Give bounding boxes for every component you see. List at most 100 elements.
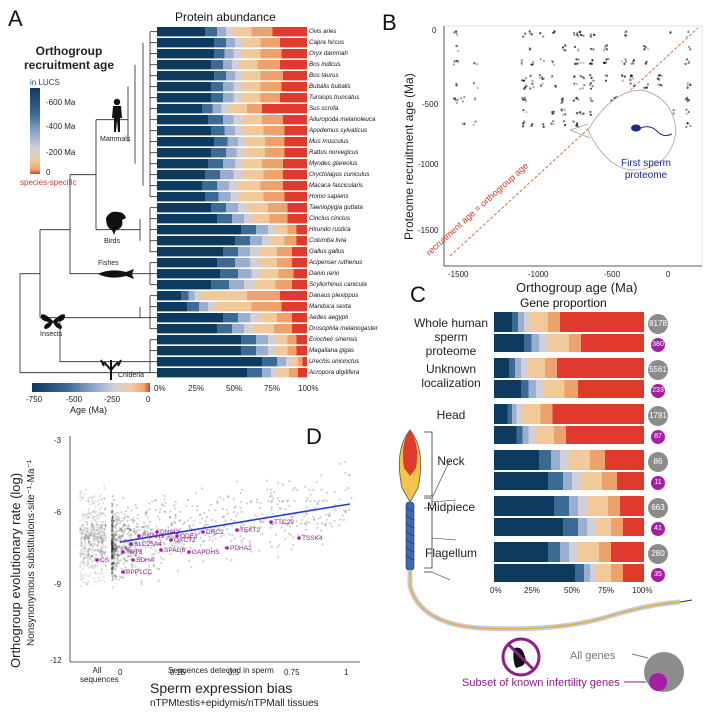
scatter-point <box>629 82 632 85</box>
sperm-sequence-point <box>112 557 115 561</box>
scatter-point <box>624 58 627 61</box>
scatter-point <box>463 95 466 99</box>
sperm-sequence-point <box>143 531 146 535</box>
sperm-sequence-point <box>295 488 299 491</box>
scatter-point <box>572 99 575 102</box>
all-sequence-point <box>94 553 97 556</box>
abundance-segment <box>250 313 259 323</box>
sperm-sequence-point <box>144 511 147 514</box>
sperm-sequence-point <box>286 523 289 526</box>
all-sequence-point <box>100 567 103 570</box>
abundance-segment <box>217 27 226 37</box>
all-sequence-point <box>88 575 91 578</box>
sperm-sequence-point <box>117 550 120 553</box>
abundance-segment <box>157 346 241 356</box>
abundance-segment <box>244 148 265 158</box>
sperm-sequence-point <box>127 527 130 530</box>
sperm-sequence-point <box>113 549 117 552</box>
infertility-gene-point <box>201 530 205 534</box>
panel-d-xlabel-sub: nTPMtestis+epidymis/nTPMall tissues <box>150 698 319 709</box>
scatter-point <box>472 123 475 126</box>
sperm-sequence-point <box>203 550 206 553</box>
sperm-sequence-point <box>162 541 165 544</box>
sperm-sequence-point <box>112 562 115 565</box>
panel-d-xlabel: Sperm expression bias <box>150 680 293 696</box>
all-sequence-point <box>103 513 106 516</box>
abundance-segment <box>242 38 261 48</box>
all-sequence-point <box>84 547 87 550</box>
gene-proportion-segment <box>569 496 578 516</box>
all-sequence-point <box>94 529 97 532</box>
all-sequence-point <box>102 502 105 505</box>
all-sequence-point <box>100 553 103 556</box>
all-sequence-point <box>84 532 87 535</box>
abundance-segment <box>244 280 255 290</box>
sperm-sequence-point <box>258 549 261 552</box>
panel-d-ylabel: Orthogroup evolutionary rate (log) <box>8 472 23 668</box>
abundance-segment <box>277 258 292 268</box>
sperm-sequence-point <box>117 545 120 549</box>
all-sequence-point <box>97 502 100 505</box>
scatter-point <box>577 35 580 38</box>
sperm-sequence-point <box>112 537 115 540</box>
panel-c-xtick-0: 0% <box>490 586 502 595</box>
gene-label: SPAG6 <box>164 547 186 554</box>
sperm-sequence-point <box>124 538 127 541</box>
all-sequence-point <box>97 533 100 536</box>
scatter-point <box>576 124 579 127</box>
sperm-sequence-point <box>182 536 186 540</box>
abundance-segment <box>241 49 261 59</box>
sperm-sequence-point <box>131 516 134 520</box>
gene-proportion-segment <box>572 472 581 490</box>
sperm-sequence-point <box>271 523 274 526</box>
sperm-sequence-point <box>211 539 214 542</box>
abundance-segment <box>232 60 240 70</box>
all-genes-count: 86 <box>653 457 663 466</box>
sperm-sequence-point <box>121 529 125 533</box>
all-sequence-point <box>89 558 92 561</box>
sperm-sequence-point <box>253 525 256 528</box>
panel-d-ytick-12: -12 <box>50 656 62 665</box>
scatter-point <box>579 110 582 114</box>
sperm-sequence-point <box>110 504 114 507</box>
sperm-sequence-point <box>144 546 147 549</box>
sperm-sequence-point <box>319 516 322 519</box>
all-sequence-point <box>90 564 93 567</box>
infertility-gene-point <box>129 542 133 546</box>
sperm-sequence-point <box>289 533 292 537</box>
scatter-point <box>685 125 688 129</box>
all-sequence-point <box>102 521 105 524</box>
coral-icon <box>100 359 122 380</box>
species-label: Bos taurus <box>309 72 339 79</box>
sperm-sequence-point <box>127 548 130 551</box>
sperm-sequence-point <box>113 560 116 563</box>
sperm-sequence-point <box>111 556 115 559</box>
abundance-segment <box>253 324 274 334</box>
all-sequence-point <box>83 546 86 549</box>
all-sequence-point <box>94 536 97 539</box>
scatter-point <box>472 82 476 85</box>
sperm-sequence-point <box>131 563 134 566</box>
species-label: Hirundo rustica <box>309 226 351 233</box>
all-sequence-point <box>81 552 84 555</box>
scatter-point <box>457 49 460 52</box>
sperm-sequence-point <box>249 550 253 553</box>
sperm-sequence-point <box>174 527 178 530</box>
scatter-point <box>522 121 526 124</box>
sperm-sequence-point <box>175 550 178 553</box>
sperm-sequence-point <box>113 534 116 537</box>
sperm-sequence-point <box>122 532 126 535</box>
all-sequence-point <box>88 540 91 543</box>
all-sequence-point <box>89 533 92 536</box>
scatter-point <box>604 74 607 77</box>
gene-label: DNAI2 <box>160 529 180 536</box>
sperm-sequence-point <box>114 524 117 527</box>
sperm-sequence-point <box>128 572 131 575</box>
sperm-sequence-point <box>131 566 134 569</box>
abundance-segment <box>211 82 223 92</box>
panel-letter-d: D <box>306 424 322 449</box>
all-sequence-point <box>91 540 94 543</box>
scatter-point <box>686 83 689 87</box>
sperm-sequence-point <box>238 530 241 533</box>
all-sequence-point <box>98 537 101 540</box>
